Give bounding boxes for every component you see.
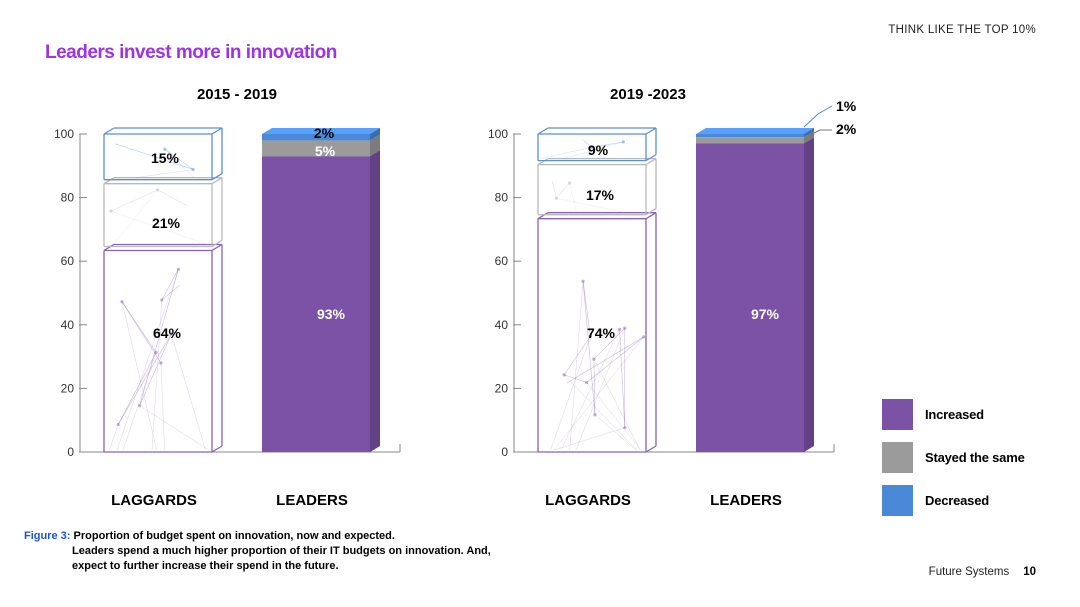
- legend-item-decreased: Decreased: [882, 484, 1025, 516]
- caption-title: Proportion of budget spent on innovation…: [73, 530, 395, 542]
- chart-title-2: 2019 -2023: [610, 86, 686, 103]
- bar-decreased-leaders-2-top: [696, 128, 814, 134]
- category-label-laggards: LAGGARDS: [111, 492, 197, 509]
- callout-line-decreased-leaders-2: [803, 105, 833, 128]
- y-tick-label-1: 80: [61, 191, 75, 205]
- data-label-increased-laggards-2: 74%: [587, 325, 616, 341]
- y-tick-label-1: 0: [67, 445, 74, 459]
- bar-decreased-laggards-2: [537, 127, 657, 162]
- bar-stayed-same-laggards-2: [537, 157, 657, 216]
- data-label-stayed-same-laggards-2: 17%: [586, 187, 615, 203]
- bar-decreased-laggards-1: [103, 127, 223, 181]
- bar-stayed-same-laggards-1: [103, 177, 223, 248]
- caption-body: Leaders spend a much higher proportion o…: [72, 545, 491, 572]
- category-label-leaders: LEADERS: [276, 492, 348, 509]
- y-tick-label-1: 100: [54, 127, 74, 141]
- y-tick-label-1: 60: [61, 254, 75, 268]
- bar-increased-leaders-2: [696, 143, 804, 453]
- data-label-increased-leaders-1: 93%: [317, 306, 346, 322]
- data-label-stayed-same-laggards-1: 21%: [152, 215, 181, 231]
- bar-increased-leaders-1: [262, 156, 370, 452]
- y-tick-label-2: 80: [495, 191, 509, 205]
- legend-swatch-increased: [882, 398, 913, 430]
- data-label-increased-laggards-1: 64%: [153, 325, 182, 341]
- data-label-decreased-leaders-1: 2%: [314, 125, 335, 141]
- bar-stayed-same-leaders-1: [262, 140, 370, 157]
- y-tick-label-2: 20: [495, 381, 509, 395]
- y-tick-label-2: 60: [495, 254, 509, 268]
- chart-title-1: 2015 - 2019: [197, 86, 277, 103]
- callout-line-stayed-same-leaders-2: [807, 129, 832, 137]
- category-label-laggards: LAGGARDS: [545, 492, 631, 509]
- bar-decreased-leaders-2: [696, 134, 804, 138]
- data-label-stayed-same-leaders-1: 5%: [315, 143, 336, 159]
- section-header: THINK LIKE THE TOP 10%: [888, 24, 1036, 36]
- bar-decreased-leaders-1: [262, 134, 370, 141]
- legend-label-decreased: Decreased: [925, 492, 989, 508]
- bar-increased-leaders-1-side: [370, 150, 380, 452]
- y-tick-label-1: 20: [61, 381, 75, 395]
- bar-stayed-same-leaders-1-side: [370, 134, 380, 157]
- figure-caption: Figure 3: Proportion of budget spent on …: [24, 529, 494, 574]
- data-label-increased-leaders-2: 97%: [751, 306, 780, 322]
- data-label-decreased-laggards-2: 9%: [588, 142, 609, 158]
- headline: Leaders invest more in innovation: [45, 42, 337, 63]
- legend-item-stayed-same: Stayed the same: [882, 441, 1025, 473]
- legend-swatch-stayed-same: [882, 441, 913, 473]
- data-label-decreased-leaders-2: 1%: [836, 98, 857, 114]
- legend-label-stayed-same: Stayed the same: [925, 449, 1025, 465]
- bar-increased-laggards-2: [537, 212, 657, 453]
- y-tick-label-1: 40: [61, 318, 75, 332]
- bar-increased-leaders-2-side: [804, 137, 814, 453]
- footer-text: Future Systems: [928, 566, 1010, 578]
- bar-decreased-leaders-2-side: [804, 128, 814, 138]
- bar-stayed-same-leaders-2: [696, 137, 804, 144]
- y-tick-label-2: 100: [488, 127, 508, 141]
- y-tick-label-2: 40: [495, 318, 509, 332]
- caption-prefix: Figure 3:: [24, 530, 74, 542]
- footer: Future Systems 10: [929, 566, 1036, 578]
- y-tick-label-2: 0: [501, 445, 508, 459]
- data-label-decreased-laggards-1: 15%: [151, 150, 180, 166]
- legend-item-increased: Increased: [882, 398, 1025, 430]
- bar-decreased-leaders-1-top: [262, 128, 380, 134]
- legend-swatch-decreased: [882, 484, 913, 516]
- bar-increased-laggards-1: [103, 243, 223, 453]
- data-label-stayed-same-leaders-2: 2%: [836, 121, 857, 137]
- legend-label-increased: Increased: [925, 406, 984, 422]
- page-number: 10: [1023, 566, 1036, 578]
- bar-decreased-leaders-1-side: [370, 128, 380, 141]
- legend: Increased Stayed the same Decreased: [882, 398, 1025, 527]
- category-label-leaders: LEADERS: [710, 492, 782, 509]
